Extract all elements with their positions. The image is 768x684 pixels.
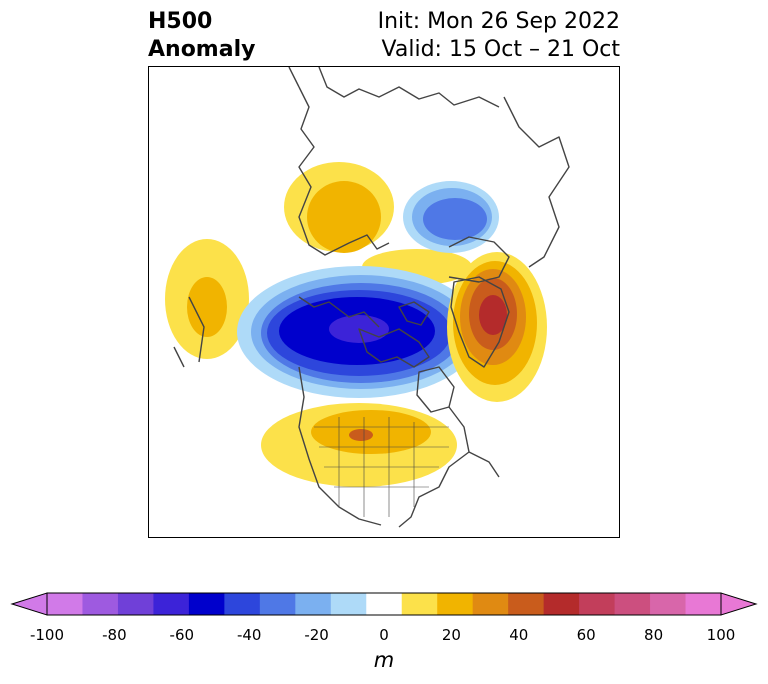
positive-anomaly-greenland <box>447 252 547 402</box>
colorbar-tick-label: 60 <box>576 626 596 644</box>
init-date: Init: Mon 26 Sep 2022 <box>377 9 620 34</box>
colorbar-box <box>579 593 616 615</box>
colorbar-outline <box>46 592 722 616</box>
colorbar-box <box>47 593 83 615</box>
colorbar-box <box>153 593 190 615</box>
colorbar-box <box>224 593 261 615</box>
title-line-2: Anomaly <box>148 37 256 62</box>
colorbar-box <box>366 593 403 615</box>
colorbar-tick-label: 100 <box>706 626 736 644</box>
colorbar-under-triangle <box>10 592 48 616</box>
colorbar-box <box>82 593 119 615</box>
anomaly-contours <box>165 162 547 487</box>
colorbar-tick-label: 20 <box>441 626 461 644</box>
state-borders <box>314 417 449 517</box>
map-title: H500 Anomaly <box>148 8 255 64</box>
colorbar-box <box>401 593 438 615</box>
negative-anomaly-alaska <box>237 266 481 398</box>
colorbar-box <box>259 593 296 615</box>
colorbar-tick-label: -40 <box>236 626 262 644</box>
anomaly-map <box>148 66 620 538</box>
colorbar-box <box>508 593 545 615</box>
negative-anomaly-russia <box>403 181 499 253</box>
colorbar-box <box>117 593 154 615</box>
positive-anomaly-us <box>261 403 457 487</box>
colorbar-unit: m <box>373 648 395 672</box>
colorbar-tick-label: 0 <box>379 626 389 644</box>
positive-anomaly-central-pacific <box>165 239 249 359</box>
coastlines <box>173 67 570 528</box>
colorbar-tick-label: 40 <box>509 626 529 644</box>
colorbar-tick-label: -100 <box>29 626 65 644</box>
colorbar-box <box>472 593 509 615</box>
colorbar-box <box>437 593 474 615</box>
colorbar-box <box>543 593 580 615</box>
valid-range: Valid: 15 Oct – 21 Oct <box>381 37 620 62</box>
colorbar-box <box>650 593 687 615</box>
colorbar-box <box>685 593 722 615</box>
colorbar-box <box>614 593 651 615</box>
colorbar-box <box>330 593 367 615</box>
colorbar-tick-label: -20 <box>304 626 329 644</box>
title-line-1: H500 <box>148 9 213 34</box>
positive-anomaly-siberia <box>284 162 394 253</box>
colorbar <box>10 592 758 616</box>
colorbar-box <box>295 593 332 615</box>
colorbar-boxes <box>47 593 722 615</box>
colorbar-tick-label: -80 <box>102 626 127 644</box>
colorbar-over-triangle <box>720 592 758 616</box>
colorbar-tick-label: -60 <box>169 626 195 644</box>
colorbar-box <box>188 593 225 615</box>
map-canvas <box>165 67 570 528</box>
forecast-dates: Init: Mon 26 Sep 2022 Valid: 15 Oct – 21… <box>378 8 620 64</box>
colorbar-tick-label: 80 <box>644 626 664 644</box>
